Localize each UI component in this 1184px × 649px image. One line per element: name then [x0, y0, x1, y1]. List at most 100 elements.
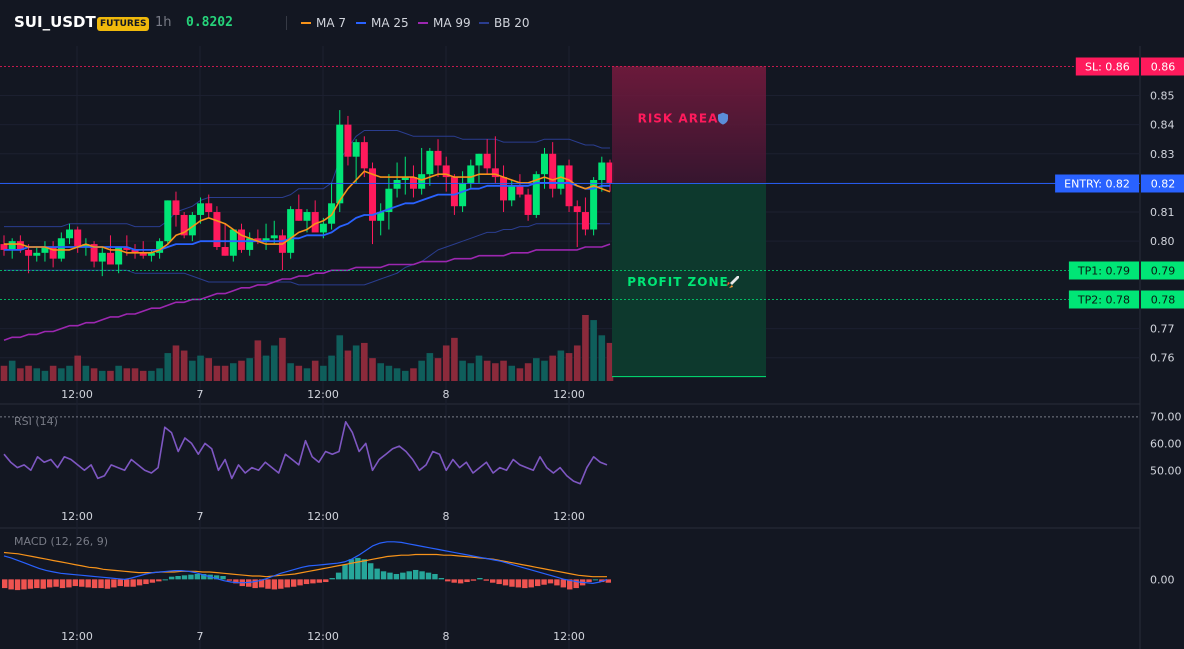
candle-body [16, 241, 24, 250]
price-ytick-label: 0.76 [1150, 352, 1175, 365]
macd-histogram-bar [8, 579, 14, 590]
candle-body [262, 238, 270, 242]
level-axis-label-0: 0.86 [1151, 61, 1176, 74]
candle-body [508, 185, 516, 201]
candle-body [139, 252, 147, 256]
macd-histogram-bar [419, 571, 425, 580]
legend-ma25[interactable]: MA 25 [356, 14, 409, 32]
ma7-swatch-icon [301, 21, 311, 24]
macd-histogram-bar [226, 579, 233, 581]
macd-histogram-bar [72, 579, 79, 587]
volume-bar [598, 335, 606, 381]
macd-histogram-bar [156, 579, 162, 582]
candle-body [459, 182, 467, 207]
volume-bar [33, 368, 41, 381]
volume-bar [565, 353, 573, 381]
legend-ma99[interactable]: MA 99 [418, 14, 471, 32]
level-tag-3[interactable] [1068, 290, 1139, 309]
macd-histogram-bar [91, 579, 98, 589]
ma25-swatch-icon [356, 21, 366, 24]
volume-bar [131, 368, 139, 381]
price-ytick-label: 0.80 [1150, 235, 1175, 248]
macd-histogram-bar [567, 579, 573, 590]
candle-body [581, 212, 589, 230]
macd-histogram-bar [252, 579, 258, 589]
macd-histogram-bar [213, 575, 220, 580]
bb20-swatch-icon [479, 21, 489, 24]
volume-bar [393, 368, 401, 381]
level-tag-0[interactable] [1075, 57, 1139, 76]
candle-body [385, 188, 393, 213]
macd-histogram-bar [53, 579, 59, 587]
level-tag-1[interactable] [1055, 174, 1139, 193]
candle-body [180, 214, 188, 236]
candle-body [524, 194, 532, 215]
volume-bar [524, 363, 532, 381]
interval-label[interactable]: 1h [155, 15, 172, 30]
candle-body [123, 247, 131, 250]
candle-body [131, 249, 139, 253]
macd-histogram-bar [310, 579, 316, 584]
price-ytick-label: 0.84 [1150, 119, 1175, 132]
candle-body [360, 142, 368, 169]
macd-histogram-bar [380, 571, 387, 580]
macd-xtick-label: 12:00 [61, 630, 93, 643]
price-xtick-label: 12:00 [61, 388, 93, 401]
rocket-icon-body [730, 275, 739, 285]
legend-bb20[interactable]: BB 20 [479, 14, 530, 32]
volume-bar [508, 365, 516, 381]
candle-body [516, 185, 524, 195]
legend-ma7[interactable]: MA 7 [301, 14, 346, 32]
macd-histogram-bar [470, 579, 477, 581]
rocket-icon [727, 275, 739, 288]
profit-zone[interactable] [612, 182, 766, 377]
volume-bar [483, 360, 491, 381]
macd-histogram-bar [143, 579, 149, 585]
volume-bar [123, 368, 131, 381]
macd-xtick-label: 8 [443, 630, 450, 643]
candle-body [401, 177, 409, 180]
ma7-line [4, 170, 611, 254]
level-tag-label-2: TP1: 0.79 [1077, 265, 1130, 278]
volume-bar [279, 337, 286, 381]
macd-histogram-bar [104, 579, 111, 589]
macd-histogram-bar [477, 578, 483, 580]
profit-zone-label: PROFIT ZONE [627, 275, 728, 289]
candle-body [90, 244, 98, 262]
volume-bar [213, 365, 221, 381]
candle-body [540, 153, 548, 175]
risk-area-zone[interactable] [612, 66, 766, 183]
macd-histogram-bar [496, 579, 502, 585]
macd-histogram-bar [554, 579, 560, 586]
candle-body [598, 162, 606, 180]
macd-histogram-bar [515, 579, 522, 588]
macd-histogram-bar [406, 571, 412, 580]
level-tag-2[interactable] [1068, 261, 1139, 280]
volume-bar [573, 345, 581, 381]
level-tag-label-1: ENTRY: 0.82 [1064, 178, 1130, 191]
macd-histogram-bar [111, 579, 117, 588]
bb-upper-line [4, 130, 610, 228]
volume-bar [549, 355, 556, 381]
last-price: 0.8202 [186, 15, 233, 30]
volume-bar [49, 365, 57, 381]
macd-histogram-bar [181, 575, 188, 580]
price-xtick-label: 12:00 [553, 388, 585, 401]
macd-histogram-bar [2, 579, 8, 589]
symbol-title[interactable]: SUI_USDT [14, 13, 96, 31]
macd-histogram-bar [59, 579, 66, 589]
candle-body [409, 177, 417, 189]
macd-histogram-bar [149, 579, 156, 583]
macd-signal-line [3, 551, 607, 578]
candle-body [213, 212, 221, 247]
macd-ytick-label: 0.00 [1150, 573, 1175, 586]
volume-bar [189, 360, 196, 381]
volume-bar [197, 355, 204, 381]
macd-histogram-bar [335, 572, 342, 580]
candle-body [287, 209, 295, 253]
candle-body [606, 162, 614, 183]
volume-bar [475, 355, 483, 381]
candle-body [450, 177, 458, 207]
candle-body [393, 180, 401, 189]
